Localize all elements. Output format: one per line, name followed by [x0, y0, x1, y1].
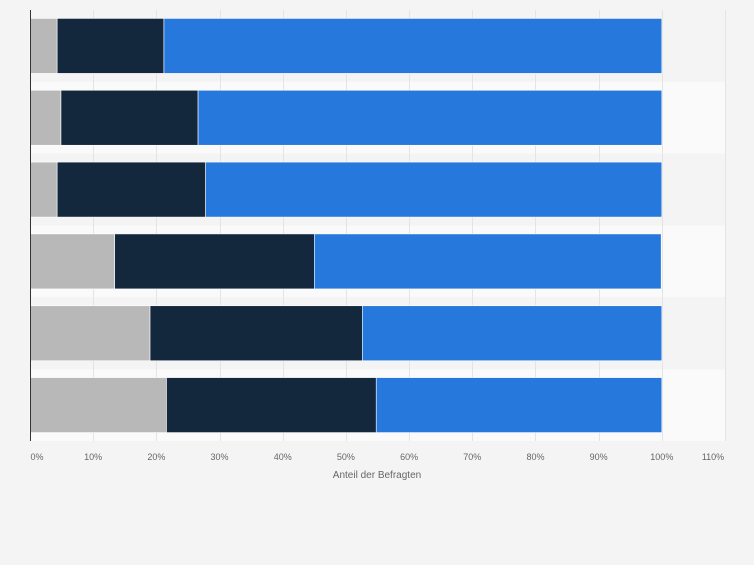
bar-segment [56, 161, 206, 218]
x-tick-label: 10% [84, 452, 102, 462]
x-tick-label: 40% [274, 452, 292, 462]
bar-segment [29, 161, 58, 218]
x-tick-label: 60% [400, 452, 418, 462]
bar-segment [29, 18, 58, 74]
bar-segment [197, 89, 663, 146]
x-tick-label: 70% [463, 452, 481, 462]
bar-segment [149, 305, 363, 362]
x-tick-label: 30% [211, 452, 229, 462]
x-tick-label: 50% [337, 452, 355, 462]
row-bands [30, 10, 725, 441]
x-tick-label: 20% [147, 452, 165, 462]
x-tick-label: 90% [590, 452, 608, 462]
x-axis-label: Anteil der Befragten [333, 470, 421, 481]
bar-segment [29, 89, 62, 146]
bar-segment [205, 161, 663, 218]
bar-segment [314, 233, 662, 290]
bar-segment [166, 377, 377, 433]
bar-segment [56, 18, 165, 74]
x-tick-labels: 0% 10% 20% 30% 40% 50% 60% 70% 80% 90% 100% 110% [30, 452, 724, 462]
bar-segment [362, 305, 663, 362]
bars [29, 18, 663, 433]
x-tick-label: 0% [30, 452, 43, 462]
bar-segment [375, 377, 663, 433]
bar-segment [163, 18, 663, 74]
x-tick-label: 100% [650, 452, 673, 462]
bar-segment [29, 233, 115, 290]
bar-segment [29, 377, 167, 433]
bar-segment [114, 233, 315, 290]
x-tick-label: 80% [526, 452, 544, 462]
bar-segment [60, 89, 199, 146]
bar-segment [29, 305, 151, 362]
x-tick-label: 110% [702, 452, 724, 462]
